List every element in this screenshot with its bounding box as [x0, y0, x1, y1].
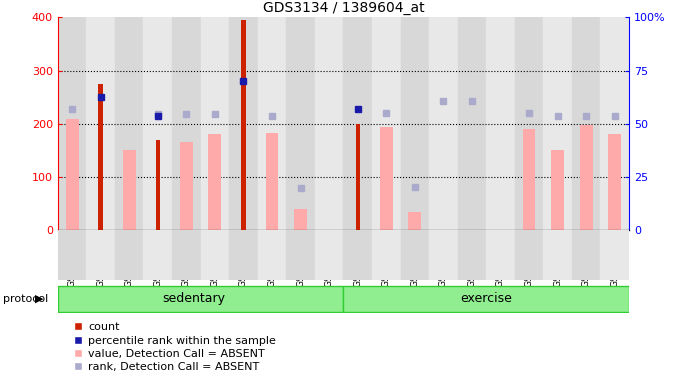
Bar	[172, 230, 201, 280]
Bar	[543, 17, 572, 230]
Bar	[86, 230, 115, 280]
Bar	[515, 230, 543, 280]
Bar	[372, 230, 401, 280]
Bar	[172, 17, 201, 230]
Bar	[551, 151, 564, 230]
Bar	[372, 17, 401, 230]
Bar	[572, 230, 600, 280]
Bar	[356, 124, 360, 230]
Bar	[458, 17, 486, 230]
Bar	[156, 140, 160, 230]
Bar	[429, 230, 458, 280]
Bar	[486, 17, 515, 230]
Bar	[486, 230, 515, 280]
Bar	[343, 17, 372, 230]
Bar	[266, 133, 278, 230]
Bar	[258, 17, 286, 230]
Bar	[66, 119, 78, 230]
Bar	[58, 17, 86, 230]
Bar	[600, 230, 629, 280]
Bar	[86, 17, 115, 230]
Bar	[286, 17, 315, 230]
Bar	[315, 17, 343, 230]
Bar	[523, 129, 535, 230]
Bar	[343, 230, 372, 280]
Bar	[543, 230, 572, 280]
Text: sedentary: sedentary	[162, 292, 225, 305]
Bar	[115, 17, 143, 230]
Bar	[315, 230, 343, 280]
Bar	[229, 230, 258, 280]
Bar	[380, 126, 392, 230]
Bar	[515, 17, 543, 230]
Text: ▶: ▶	[35, 293, 44, 304]
Bar	[123, 151, 135, 230]
Bar	[401, 17, 429, 230]
Bar	[229, 17, 258, 230]
Bar	[258, 230, 286, 280]
Bar	[209, 134, 221, 230]
Bar	[343, 286, 629, 311]
Text: exercise: exercise	[460, 292, 512, 305]
Bar	[572, 17, 600, 230]
Bar	[99, 84, 103, 230]
Bar	[580, 126, 592, 230]
Bar	[286, 230, 315, 280]
Bar	[201, 17, 229, 230]
Bar	[609, 134, 621, 230]
Bar	[241, 20, 245, 230]
Bar	[401, 230, 429, 280]
Bar	[429, 17, 458, 230]
Bar	[58, 286, 343, 311]
Legend: count, percentile rank within the sample, value, Detection Call = ABSENT, rank, : count, percentile rank within the sample…	[73, 322, 276, 372]
Bar	[58, 230, 86, 280]
Bar	[409, 212, 421, 230]
Bar	[115, 230, 143, 280]
Bar	[458, 230, 486, 280]
Bar	[143, 17, 172, 230]
Bar	[201, 230, 229, 280]
Bar	[180, 142, 192, 230]
Title: GDS3134 / 1389604_at: GDS3134 / 1389604_at	[262, 1, 424, 15]
Bar	[294, 209, 307, 230]
Text: protocol: protocol	[3, 293, 49, 304]
Bar	[143, 230, 172, 280]
Bar	[600, 17, 629, 230]
